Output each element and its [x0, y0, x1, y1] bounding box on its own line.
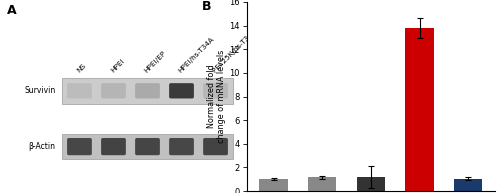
FancyBboxPatch shape [169, 83, 194, 98]
Y-axis label: Normalized fold
change of mRNA levels: Normalized fold change of mRNA levels [207, 50, 227, 143]
FancyBboxPatch shape [67, 83, 92, 98]
FancyBboxPatch shape [101, 83, 126, 98]
Text: HPEI/EP: HPEI/EP [144, 50, 168, 74]
Text: PEI 25K/hs-T34A: PEI 25K/hs-T34A [212, 28, 257, 74]
FancyBboxPatch shape [67, 138, 92, 155]
Text: NS: NS [75, 62, 86, 74]
FancyBboxPatch shape [135, 83, 160, 98]
Bar [260, 179, 287, 191]
Text: A: A [8, 4, 17, 17]
Bar [454, 179, 482, 191]
FancyBboxPatch shape [203, 83, 228, 98]
Text: HPEI/hs-T34A: HPEI/hs-T34A [178, 36, 216, 74]
FancyBboxPatch shape [62, 78, 232, 104]
Text: HPEI: HPEI [109, 58, 125, 74]
FancyBboxPatch shape [135, 138, 160, 155]
Bar [357, 177, 385, 191]
Text: Survivin: Survivin [24, 86, 56, 95]
FancyBboxPatch shape [169, 138, 194, 155]
FancyBboxPatch shape [101, 138, 126, 155]
FancyBboxPatch shape [62, 134, 232, 159]
Bar [308, 178, 336, 191]
FancyBboxPatch shape [203, 138, 228, 155]
Bar [406, 28, 433, 191]
Text: β-Actin: β-Actin [28, 142, 56, 151]
Text: B: B [202, 0, 211, 13]
